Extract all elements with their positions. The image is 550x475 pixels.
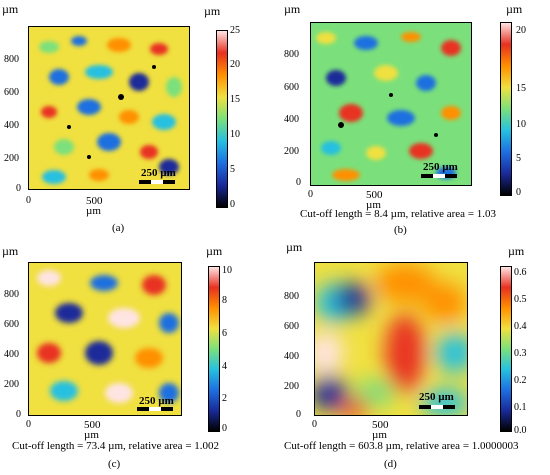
y-tick: 200 [284,146,299,157]
y-tick: 800 [284,291,299,302]
y-tick: 200 [4,153,19,164]
y-tick: 0 [16,409,21,420]
surface-map-b: 250 µm [310,22,472,186]
cbar-tick: 10 [516,119,526,130]
cbar-tick: 0.0 [514,425,527,436]
surface-map-a-svg [29,27,189,189]
y-tick: 200 [284,381,299,392]
cbar-tick: 0.6 [514,267,527,278]
y-unit-label: µm [2,2,19,16]
y-tick: 400 [4,349,19,360]
surface-map-c-svg [29,263,181,415]
y-unit-label: µm [286,240,303,254]
x-tick: 0 [308,189,313,200]
y-tick: 0 [16,183,21,194]
surface-map-c: 250 µm [28,262,182,416]
y-tick: 0 [296,177,301,188]
cbar-tick: 10 [230,129,240,140]
x-tick: 0 [26,195,31,206]
x-tick: 0 [312,419,317,430]
cbar-tick: 15 [230,94,240,105]
y-tick: 400 [4,120,19,131]
cbar-tick: 8 [222,295,227,306]
colorbar [500,266,512,432]
y-tick: 800 [4,289,19,300]
surface-map-a: 250 µm [28,26,190,190]
cbar-tick: 0.2 [514,375,527,386]
surface-map-b-svg [311,23,471,185]
scale-bar-label: 250 µm [423,161,458,173]
cbar-tick: 0 [222,423,227,434]
caption: Cut-off length = 8.4 µm, relative area =… [300,208,497,220]
panel-letter: (b) [394,224,407,236]
cbar-tick: 25 [230,25,240,36]
y-tick: 600 [4,319,19,330]
x-unit-label: 500 µm [366,189,383,211]
caption: Cut-off length = 603.8 µm, relative area… [284,440,519,452]
caption: Cut-off length = 73.4 µm, relative area … [12,440,220,452]
y-tick: 200 [4,379,19,390]
cbar-tick: 15 [516,83,526,94]
cbar-tick: 0.4 [514,321,527,332]
cbar-tick: 4 [222,361,227,372]
scale-bar [137,407,173,411]
y-tick: 800 [284,49,299,60]
x-unit-label: 500 µm [84,419,101,441]
surface-map-d-svg [315,263,467,415]
colorbar-unit: µm [508,244,525,258]
cbar-tick: 0.5 [514,294,527,305]
y-tick: 600 [284,321,299,332]
scale-bar [139,180,175,184]
y-unit-label: µm [2,244,19,258]
colorbar [216,30,228,208]
cbar-tick: 10 [222,265,232,276]
x-tick: 0 [26,419,31,430]
x-unit-label: 500 µm [86,195,103,217]
colorbar-unit: µm [506,2,523,16]
y-tick: 0 [296,409,301,420]
y-unit-label: µm [284,2,301,16]
colorbar-unit: µm [206,244,223,258]
colorbar [208,266,220,432]
colorbar-unit: µm [204,4,221,18]
cbar-tick: 5 [230,164,235,175]
scale-bar-label: 250 µm [419,391,454,403]
cbar-tick: 5 [516,153,521,164]
x-unit-label: 500 µm [372,419,389,441]
cbar-tick: 2 [222,393,227,404]
scale-bar [419,405,455,409]
scale-bar [421,174,457,178]
cbar-tick: 20 [516,25,526,36]
cbar-tick: 0 [516,187,521,198]
cbar-tick: 0.1 [514,402,527,413]
scale-bar-label: 250 µm [139,395,174,407]
y-tick: 600 [284,82,299,93]
y-tick: 400 [284,114,299,125]
cbar-tick: 6 [222,328,227,339]
scale-bar-label: 250 µm [141,167,176,179]
y-tick: 400 [284,351,299,362]
panel-letter: (c) [108,458,121,470]
panel-letter: (a) [112,222,125,234]
colorbar [500,22,512,196]
panel-letter: (d) [384,458,397,470]
cbar-tick: 20 [230,59,240,70]
cbar-tick: 0.3 [514,348,527,359]
y-tick: 600 [4,87,19,98]
surface-map-d: 250 µm [314,262,468,416]
y-tick: 800 [4,54,19,65]
cbar-tick: 0 [230,199,235,210]
